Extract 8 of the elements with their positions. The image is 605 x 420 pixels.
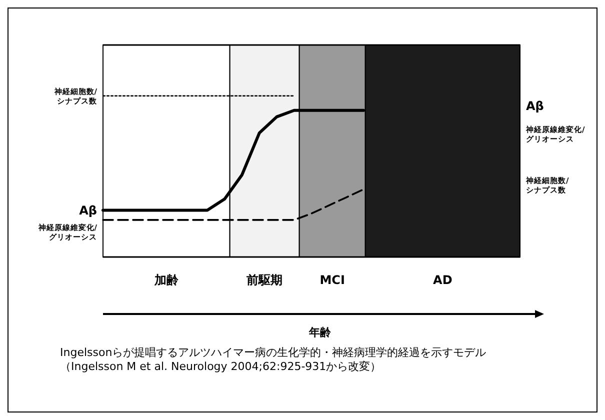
text: AD: [433, 273, 452, 287]
text: Aβ: [526, 99, 544, 113]
text: MCI: [320, 273, 345, 287]
text: Ingelssonらが提唱するアルツハイマー病の生化学的・神経病理学的経過を示すモデル（Ingelsson M et al. Neurology 2004;62:925-931から改変）: [60, 346, 488, 374]
series-label: Aβ: [79, 203, 98, 218]
text: 年齢: [308, 326, 332, 339]
text: 加齢: [153, 273, 180, 287]
text: 前駆期: [246, 273, 283, 287]
